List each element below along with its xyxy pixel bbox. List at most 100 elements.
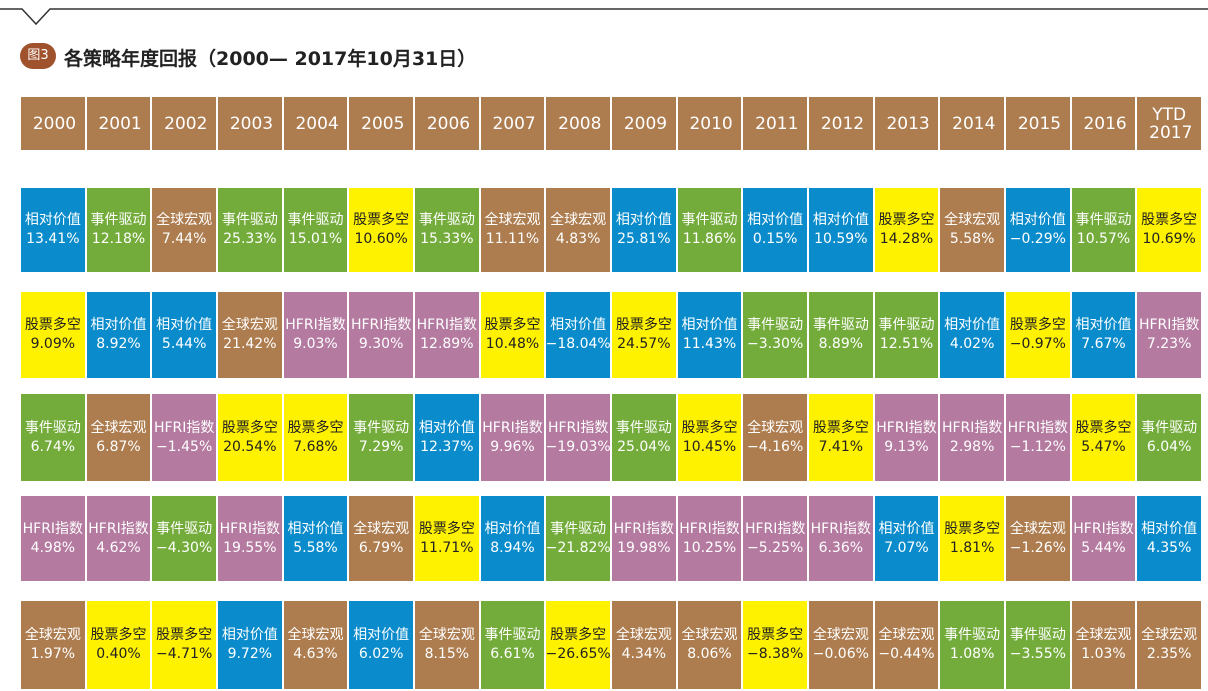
strategy-name: 股票多空 <box>747 627 804 643</box>
return-value: 10.69% <box>1142 231 1196 247</box>
return-value: 4.98% <box>30 539 76 556</box>
return-value: 11.71% <box>420 539 474 556</box>
strategy-name: 股票多空 <box>24 317 81 333</box>
return-value: −26.65% <box>546 646 610 662</box>
return-value: 14.28% <box>879 231 934 247</box>
return-value: 8.94% <box>490 539 535 556</box>
strategy-name: 相对价值 <box>1075 317 1132 333</box>
year-header: 2002 <box>152 97 216 150</box>
strategy-cell: 事件驱动 7.29% <box>349 394 413 481</box>
strategy-cell: 相对价值 10.59% <box>809 188 873 272</box>
strategy-name: HFRI指数 <box>482 419 543 436</box>
year-label: 2009 <box>623 113 668 134</box>
strategy-cell: HFRI指数 10.25% <box>677 496 742 581</box>
return-value: 12.37% <box>420 438 474 455</box>
strategy-name: 股票多空 <box>353 212 410 228</box>
strategy-name: HFRI指数 <box>88 520 149 537</box>
strategy-name: HFRI指数 <box>153 419 215 436</box>
year-label: 2002 <box>164 113 208 134</box>
strategy-name: 事件驱动 <box>221 212 278 228</box>
strategy-name: 全球宏观 <box>24 627 81 643</box>
strategy-name: 相对价值 <box>1009 212 1066 228</box>
strategy-cell: 股票多空 10.60% <box>349 188 413 272</box>
strategy-name: HFRI指数 <box>613 520 675 537</box>
strategy-cell: HFRI指数 −1.12% <box>1006 394 1070 481</box>
strategy-cell: 股票多空 11.71% <box>415 496 479 581</box>
return-value: 11.11% <box>485 231 540 247</box>
strategy-name: 相对价值 <box>747 212 804 228</box>
year-label: 2004 <box>295 113 339 134</box>
return-value: 4.62% <box>96 539 141 556</box>
strategy-cell: 全球宏观 2.35% <box>1137 601 1201 689</box>
strategy-name: 事件驱动 <box>484 627 541 643</box>
strategy-cell: 股票多空 5.47% <box>1071 394 1136 481</box>
return-value: 9.03% <box>293 336 338 352</box>
strategy-name: 事件驱动 <box>156 520 213 537</box>
title: 各策略年度回报（2000— 2017年10月31日） <box>64 48 477 70</box>
strategy-cell: 股票多空 1.81% <box>940 496 1004 581</box>
return-value: 6.79% <box>358 539 404 556</box>
strategy-name: 全球宏观 <box>615 627 672 643</box>
strategy-name: 相对价值 <box>878 520 935 537</box>
year-header: 2012 <box>809 97 873 150</box>
strategy-cell: 股票多空 −4.71% <box>152 601 216 689</box>
return-value: 7.41% <box>818 438 864 455</box>
strategy-name: HFRI指数 <box>547 419 609 436</box>
return-value: −0.44% <box>878 646 935 662</box>
strategy-cell: 全球宏观 4.83% <box>546 188 610 272</box>
strategy-cell: 全球宏观 6.87% <box>86 394 151 481</box>
return-value: −4.71% <box>156 646 213 662</box>
year-header: 2016 <box>1071 97 1136 150</box>
strategy-name: 全球宏观 <box>550 212 607 228</box>
strategy-cell: 股票多空 −0.97% <box>1006 292 1070 378</box>
strategy-name: 全球宏观 <box>353 520 410 537</box>
return-value: 1.08% <box>949 646 995 662</box>
year-label: 2014 <box>952 113 996 134</box>
return-value: 13.41% <box>26 231 80 247</box>
return-value: 11.86% <box>682 231 737 247</box>
return-value: 5.44% <box>161 336 207 352</box>
strategy-cell: 相对价值 9.72% <box>218 601 282 689</box>
return-value: 24.57% <box>617 336 671 352</box>
year-label: 2012 <box>820 113 865 134</box>
strategy-name: 事件驱动 <box>681 212 738 228</box>
year-label: 2000 <box>32 113 77 134</box>
strategy-cell: 相对价值 4.35% <box>1137 496 1201 581</box>
return-value: 6.36% <box>818 539 864 556</box>
strategy-cell: 全球宏观 8.06% <box>677 601 742 689</box>
strategy-name: 股票多空 <box>681 419 738 436</box>
strategy-name: 全球宏观 <box>812 627 869 643</box>
return-value: 8.89% <box>818 336 864 352</box>
strategy-cell: 事件驱动 −4.30% <box>152 496 216 581</box>
figure-badge: 图3 <box>20 43 56 69</box>
strategy-name: 股票多空 <box>1075 419 1132 436</box>
year-label: 2016 <box>1083 113 1127 134</box>
strategy-cell: 股票多空 10.48% <box>480 292 545 378</box>
strategy-cell: HFRI指数 9.30% <box>349 292 413 378</box>
year-header: 2011 <box>743 97 807 150</box>
strategy-cell: 相对价值 6.02% <box>349 601 413 689</box>
strategy-cell: HFRI指数 7.23% <box>1137 292 1201 378</box>
strategy-cell: 事件驱动 12.18% <box>86 188 151 272</box>
year-label: 2006 <box>426 113 471 134</box>
return-value: 2.35% <box>1146 646 1192 662</box>
return-value: −4.16% <box>747 438 804 455</box>
strategy-cell: 全球宏观 4.63% <box>283 601 348 689</box>
strategy-name: 全球宏观 <box>418 627 475 643</box>
year-label: 2013 <box>886 113 930 134</box>
year-label: 2007 <box>492 113 536 134</box>
return-value: −8.38% <box>747 646 804 662</box>
year-header: 2001 <box>86 97 151 150</box>
strategy-name: 事件驱动 <box>1009 627 1066 643</box>
strategy-name: 事件驱动 <box>615 419 672 436</box>
return-value: 9.72% <box>227 646 273 662</box>
strategy-name: HFRI指数 <box>1073 520 1134 537</box>
return-value: 9.13% <box>884 438 929 455</box>
strategy-cell: HFRI指数 9.96% <box>480 394 545 481</box>
year-label: 2005 <box>361 113 405 134</box>
return-value: 8.06% <box>687 646 732 662</box>
return-value: 15.01% <box>288 231 343 247</box>
year-label: 2001 <box>98 113 142 134</box>
return-value: 15.33% <box>420 231 474 247</box>
